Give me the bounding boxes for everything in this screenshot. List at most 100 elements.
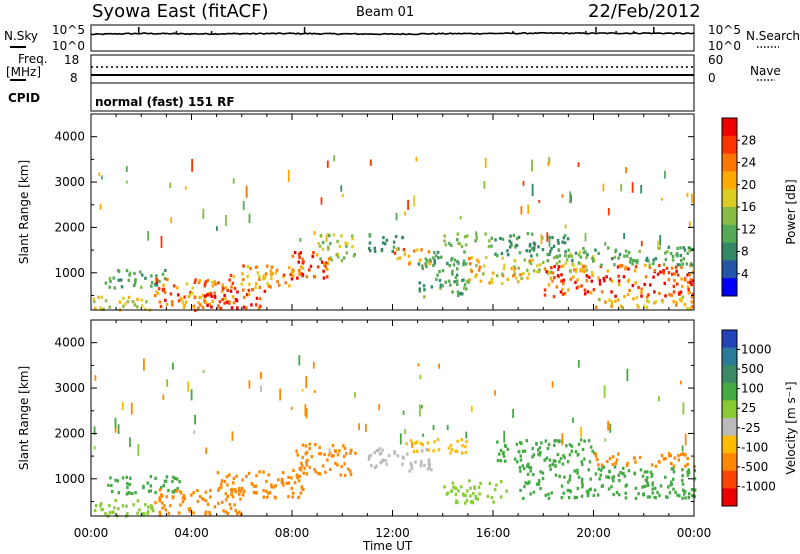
data-cell xyxy=(536,270,539,274)
data-cell xyxy=(580,480,584,484)
data-cell xyxy=(247,471,251,475)
data-streak xyxy=(162,394,165,400)
data-cell xyxy=(304,452,307,456)
data-streak xyxy=(446,424,449,431)
data-cell xyxy=(553,439,556,443)
data-cell xyxy=(606,269,610,273)
data-cell xyxy=(496,254,499,258)
data-cell xyxy=(693,464,696,469)
colorbar-swatch xyxy=(722,365,737,384)
data-cell xyxy=(282,275,285,279)
data-streak xyxy=(340,185,343,192)
data-cell xyxy=(422,284,426,288)
data-cell xyxy=(561,287,564,291)
data-cell xyxy=(563,241,567,245)
data-cell xyxy=(686,306,689,310)
data-cell xyxy=(230,285,233,289)
y-tick-label: 1000 xyxy=(54,472,85,486)
data-cell xyxy=(478,492,481,496)
data-cell xyxy=(675,303,678,307)
data-cell xyxy=(607,487,611,491)
data-cell xyxy=(391,249,394,253)
data-cell xyxy=(414,460,417,464)
data-cell xyxy=(578,250,582,254)
data-streak xyxy=(664,170,666,179)
data-cell xyxy=(181,500,185,504)
data-cell xyxy=(420,248,423,252)
data-cell xyxy=(163,504,166,508)
data-cell xyxy=(545,456,549,460)
data-cell xyxy=(158,510,162,514)
data-cell xyxy=(380,247,384,252)
y-tick-label: 3000 xyxy=(54,175,85,189)
data-streak xyxy=(512,408,514,419)
data-cell xyxy=(454,275,458,279)
data-cell xyxy=(163,291,167,295)
data-cell xyxy=(127,295,131,299)
data-streak xyxy=(354,392,356,398)
data-cell xyxy=(523,258,526,262)
data-cell xyxy=(144,307,147,311)
data-cell xyxy=(242,264,245,268)
x-tick-label: 04:00 xyxy=(174,526,209,540)
data-cell xyxy=(549,250,552,254)
power-scatter xyxy=(92,155,695,313)
data-cell xyxy=(198,279,202,283)
data-cell xyxy=(345,244,348,248)
data-cell xyxy=(550,246,553,251)
data-cell xyxy=(490,496,494,500)
data-cell xyxy=(220,485,223,489)
data-cell xyxy=(158,488,162,492)
data-cell xyxy=(131,491,134,496)
data-cell xyxy=(521,449,525,453)
data-cell xyxy=(94,306,97,311)
data-cell xyxy=(443,239,446,243)
data-cell xyxy=(546,259,549,263)
data-cell xyxy=(367,457,371,461)
colorbar-tick-label: 25 xyxy=(741,401,756,415)
data-cell xyxy=(547,283,551,287)
data-cell xyxy=(127,490,130,495)
data-cell xyxy=(217,281,220,285)
data-cell xyxy=(643,485,646,489)
data-cell xyxy=(591,273,594,277)
data-cell xyxy=(128,271,132,275)
data-cell xyxy=(640,294,643,298)
data-cell xyxy=(181,301,185,305)
data-cell xyxy=(426,467,430,471)
data-cell xyxy=(300,461,303,465)
data-streak xyxy=(580,426,582,438)
data-cell xyxy=(576,471,579,475)
data-cell xyxy=(589,477,592,481)
data-cell xyxy=(621,306,625,310)
data-cell xyxy=(111,490,114,494)
data-streak xyxy=(548,156,551,165)
nave-tick-bottom: 0 xyxy=(708,71,716,85)
data-cell xyxy=(369,453,373,457)
data-cell xyxy=(674,265,678,269)
data-cell xyxy=(573,469,576,473)
data-cell xyxy=(475,264,478,268)
data-cell xyxy=(564,250,567,254)
data-cell xyxy=(681,482,685,486)
data-cell xyxy=(265,264,269,268)
data-streak xyxy=(540,234,543,245)
data-cell xyxy=(298,269,301,273)
data-cell xyxy=(527,272,531,276)
data-cell xyxy=(591,255,595,259)
data-cell xyxy=(473,485,476,489)
data-cell xyxy=(678,292,681,296)
data-cell xyxy=(645,305,649,310)
data-streak xyxy=(531,183,534,197)
data-cell xyxy=(540,441,543,445)
data-cell xyxy=(197,281,201,285)
data-cell xyxy=(634,496,638,500)
data-streak xyxy=(607,420,609,431)
data-cell xyxy=(243,489,246,493)
data-cell xyxy=(258,470,261,474)
data-streak xyxy=(117,424,120,434)
data-cell xyxy=(296,453,299,457)
data-cell xyxy=(224,297,227,301)
freq-tick-top: 18 xyxy=(64,53,79,67)
data-cell xyxy=(255,474,258,478)
